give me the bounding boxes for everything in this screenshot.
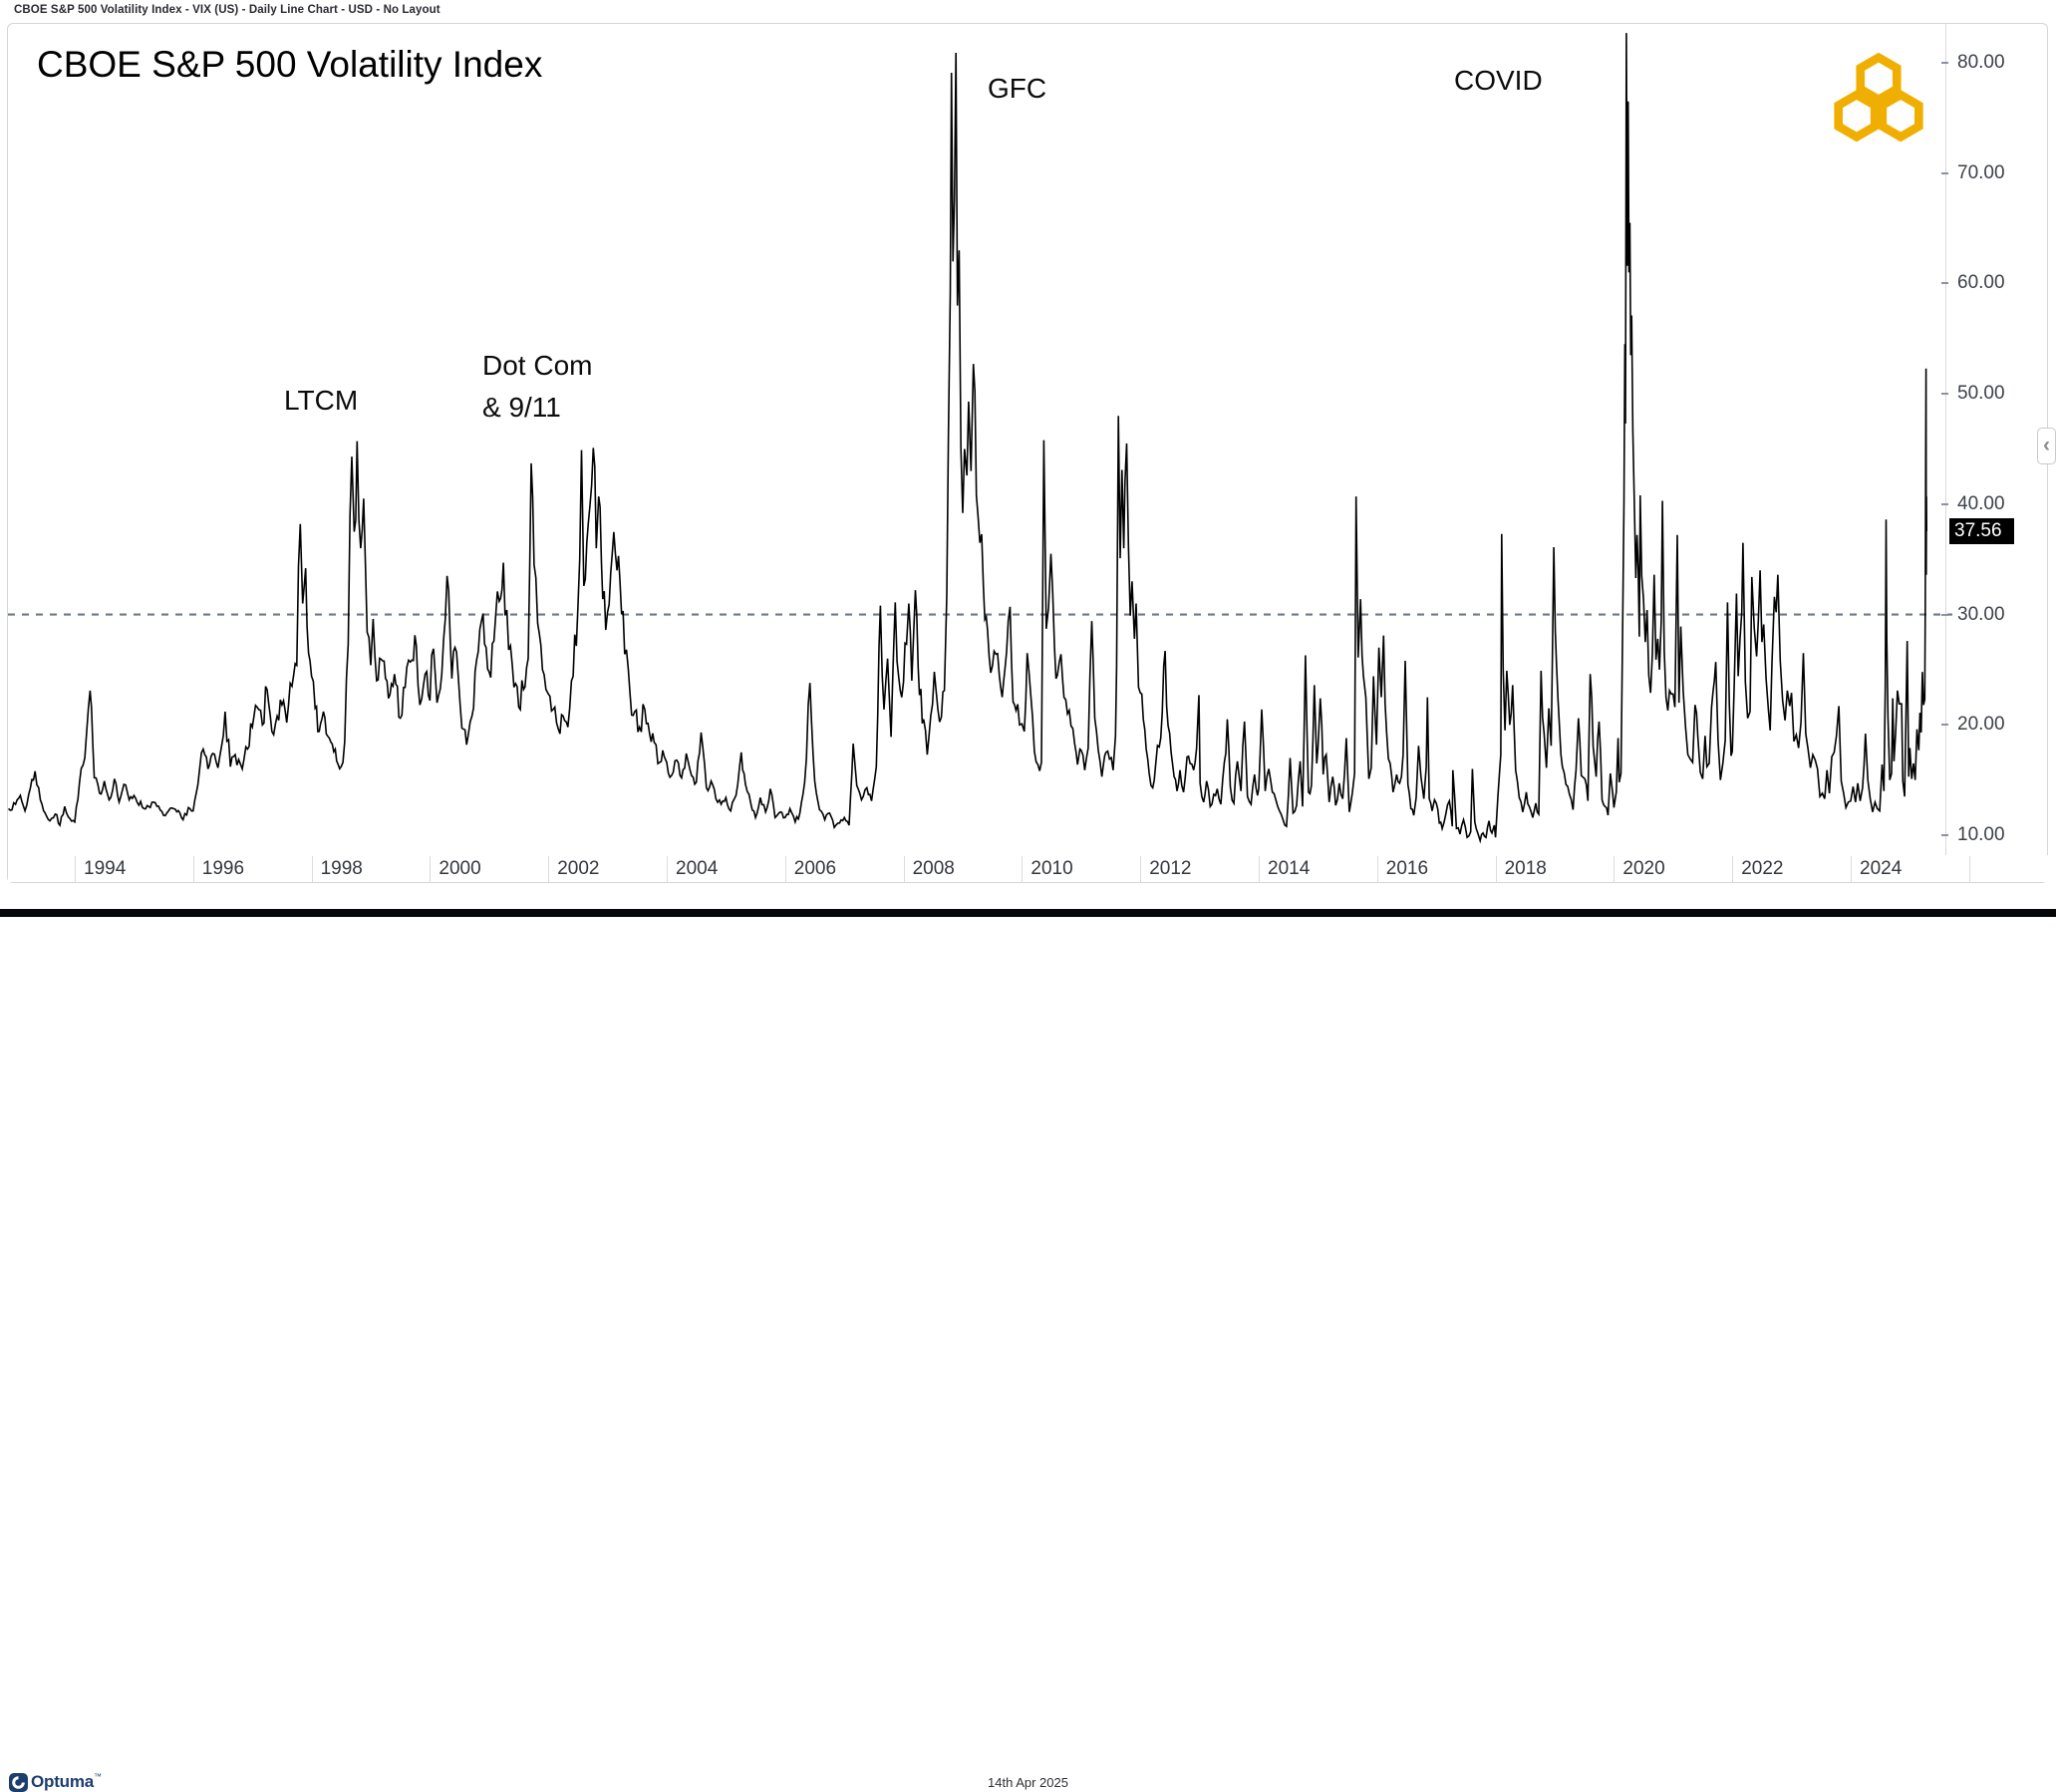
y-tick-mark bbox=[1941, 393, 1948, 396]
x-axis-separator bbox=[1259, 856, 1260, 882]
y-tick-label: 70.00 bbox=[1957, 161, 2005, 183]
x-axis-separator bbox=[1614, 856, 1615, 882]
x-year-label: 2022 bbox=[1741, 858, 1784, 879]
x-year-label: 2020 bbox=[1622, 858, 1665, 879]
chevron-left-icon: ‹ bbox=[2043, 434, 2050, 456]
y-tick-label: 30.00 bbox=[1957, 603, 2005, 625]
y-tick-label: 80.00 bbox=[1957, 52, 2005, 73]
x-axis-separator bbox=[1140, 856, 1142, 882]
x-year-label: 2008 bbox=[912, 858, 955, 879]
x-axis-separator bbox=[784, 856, 786, 882]
gold-hexagon-logo-icon bbox=[1834, 52, 1923, 143]
window-titlebar: CBOE S&P 500 Volatility Index - VIX (US)… bbox=[0, 0, 2056, 23]
x-axis-separator bbox=[1851, 856, 1852, 882]
x-axis-separator bbox=[192, 856, 194, 882]
event-annotation-covid[interactable]: COVID bbox=[1454, 65, 1543, 96]
y-tick-label: 10.00 bbox=[1957, 823, 2005, 845]
x-year-label: 2000 bbox=[439, 858, 481, 879]
y-tick-label: 40.00 bbox=[1957, 492, 2005, 514]
y-tick-mark bbox=[1941, 613, 1948, 616]
vix-price-line bbox=[8, 33, 1927, 844]
x-year-label: 1994 bbox=[84, 858, 127, 879]
chart-date-label: 14th Apr 2025 bbox=[988, 1775, 1068, 1790]
x-year-label: 1996 bbox=[201, 858, 245, 879]
x-year-label: 2018 bbox=[1504, 858, 1547, 879]
x-axis-separator bbox=[311, 856, 313, 882]
event-annotation-dot-com-9-11[interactable]: Dot Com & 9/11 bbox=[482, 350, 593, 423]
x-axis-separator bbox=[1376, 856, 1378, 882]
y-tick-mark bbox=[1941, 502, 1948, 505]
x-year-label: 2016 bbox=[1385, 858, 1429, 879]
chart-plot-area[interactable] bbox=[0, 0, 2056, 917]
chart-panel bbox=[7, 23, 2048, 883]
x-year-label: 2004 bbox=[676, 858, 719, 879]
x-axis-separator bbox=[548, 856, 550, 882]
x-axis-separator bbox=[1732, 856, 1734, 882]
y-tick-label: 20.00 bbox=[1957, 714, 2005, 736]
x-axis-separator bbox=[903, 856, 905, 882]
y-tick-label: 60.00 bbox=[1957, 272, 2005, 294]
y-tick-mark bbox=[1941, 171, 1948, 174]
x-axis-separator bbox=[75, 856, 76, 882]
x-year-label: 2006 bbox=[793, 858, 837, 879]
window-title-text: CBOE S&P 500 Volatility Index - VIX (US)… bbox=[14, 4, 441, 16]
x-axis-separator bbox=[430, 856, 432, 882]
last-price-badge: 37.56 bbox=[1949, 517, 2014, 544]
x-year-label: 2002 bbox=[557, 858, 600, 879]
panel-collapse-button[interactable]: ‹ bbox=[2037, 428, 2056, 464]
x-year-label: 2014 bbox=[1268, 858, 1311, 879]
y-tick-mark bbox=[1941, 833, 1948, 836]
x-year-label: 2024 bbox=[1860, 858, 1903, 879]
event-annotation-ltcm[interactable]: LTCM bbox=[284, 385, 359, 416]
x-axis-separator bbox=[667, 856, 668, 882]
y-tick-mark bbox=[1941, 282, 1948, 285]
x-axis-separator bbox=[1022, 856, 1024, 882]
x-year-label: 2012 bbox=[1149, 858, 1192, 879]
x-axis-separator bbox=[1495, 856, 1497, 882]
chart-title: CBOE S&P 500 Volatility Index bbox=[37, 44, 543, 85]
x-year-label: 2010 bbox=[1030, 858, 1073, 879]
bottom-status-bar bbox=[0, 909, 2056, 917]
x-year-label: 1998 bbox=[320, 858, 363, 879]
y-tick-mark bbox=[1941, 724, 1948, 727]
footer-strip: Optuma ™ 14th Apr 2025 bbox=[0, 883, 2056, 1792]
x-axis-row[interactable] bbox=[8, 855, 2048, 882]
y-axis-line bbox=[1945, 24, 1946, 855]
x-axis-separator bbox=[1968, 856, 1970, 882]
y-tick-label: 50.00 bbox=[1957, 383, 2005, 405]
event-annotation-gfc[interactable]: GFC bbox=[988, 73, 1047, 104]
y-tick-mark bbox=[1941, 62, 1948, 64]
